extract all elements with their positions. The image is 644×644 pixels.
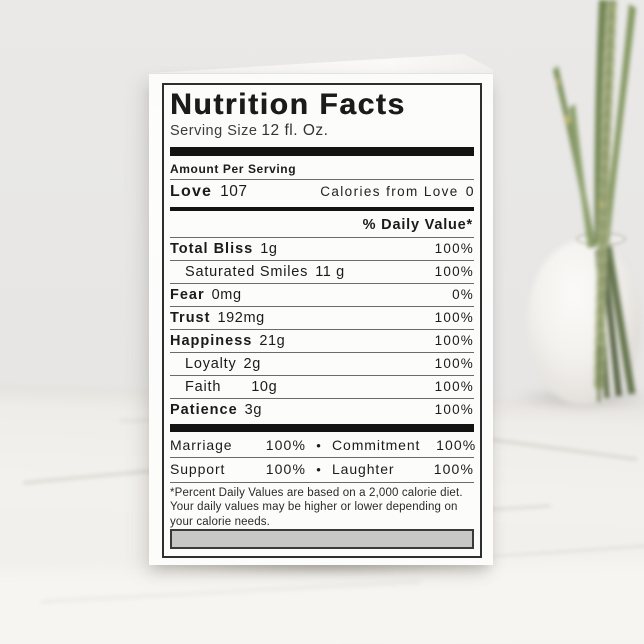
thick-separator-bar (170, 147, 474, 157)
nutrient-name: Patience (170, 402, 238, 419)
thick-separator-bar (170, 424, 474, 432)
calories-row: Love 107 Calories from Love 0 (170, 179, 474, 205)
nutrient-amount: 192mg (217, 310, 265, 327)
nutrient-daily-value: 100% (434, 402, 474, 418)
nutrient-amount: 0mg (211, 287, 242, 304)
calories-value: 107 (220, 183, 248, 201)
pair-right-value: 100% (436, 437, 477, 454)
nutrient-name: Saturated Smiles (185, 264, 309, 281)
pair-row: Support 100% • Laughter 100% (170, 456, 474, 481)
nutrition-facts-label: Nutrition Facts Serving Size 12 fl. Oz. A… (162, 83, 482, 558)
nutrient-amount: 10g (251, 379, 278, 396)
nutrient-name: Happiness (170, 333, 253, 350)
bullet-separator: • (316, 462, 322, 478)
grass-blade (602, 4, 636, 245)
nutrient-amount: 1g (260, 241, 278, 258)
pair-right-name: Laughter (332, 461, 395, 478)
nutrient-row: Patience 3g 100% (170, 398, 474, 421)
serving-size-label: Serving Size (170, 123, 258, 140)
dry-leaf-speck (564, 115, 570, 125)
dry-leaf-speck (556, 78, 560, 86)
nutrient-row: Total Bliss 1g 100% (170, 237, 474, 260)
calories-from-label: Calories from Love (320, 184, 459, 200)
nutrient-daily-value: 100% (434, 241, 474, 257)
nutrient-amount: 21g (259, 333, 286, 350)
nutrient-daily-value: 0% (452, 287, 474, 303)
bullet-separator: • (316, 438, 322, 454)
blank-gray-box (170, 529, 474, 549)
nutrient-row: Faith 10g 100% (170, 375, 474, 398)
nutrient-daily-value: 100% (434, 333, 474, 349)
nutrient-name: Faith (185, 379, 222, 396)
greeting-card: Nutrition Facts Serving Size 12 fl. Oz. A… (149, 54, 493, 565)
wheat-spike-detail (596, 0, 615, 388)
pair-row: Marriage 100% • Commitment 100% (170, 434, 477, 457)
label-title: Nutrition Facts (170, 88, 406, 121)
nutrient-name: Fear (170, 287, 205, 304)
nutrient-row: Trust 192mg 100% (170, 306, 474, 329)
nutrient-daily-value: 100% (434, 379, 474, 395)
nutrient-daily-value: 100% (434, 310, 474, 326)
daily-value-footnote: *Percent Daily Values are based on a 2,0… (170, 481, 474, 529)
pair-left-value: 100% (265, 437, 306, 454)
pair-right-name: Commitment (332, 437, 421, 454)
nutrient-row: Happiness 21g 100% (170, 329, 474, 352)
serving-size-line: Serving Size 12 fl. Oz. (170, 122, 474, 140)
calories-name: Love (170, 183, 213, 201)
nutrient-amount: 2g (243, 356, 261, 373)
pair-right-value: 100% (433, 461, 474, 478)
calories-from-value: 0 (465, 183, 474, 200)
pair-left-name: Support (170, 461, 226, 478)
plant-stems (553, 0, 636, 402)
grass-blade (553, 66, 596, 248)
amount-per-serving-heading: Amount Per Serving (170, 162, 297, 177)
card-front-panel: Nutrition Facts Serving Size 12 fl. Oz. A… (149, 73, 493, 565)
nutrient-daily-value: 100% (434, 356, 474, 372)
nutrient-name: Trust (170, 310, 211, 327)
grass-blade (594, 0, 607, 244)
nutrient-amount: 3g (244, 402, 262, 419)
nutrient-name: Loyalty (185, 356, 237, 373)
nutrient-row: Loyalty 2g 100% (170, 352, 474, 375)
nutrient-amount: 11 g (315, 264, 345, 281)
grass-blade (569, 104, 593, 248)
dry-leaf-speck (598, 201, 604, 209)
nutrient-name: Total Bliss (170, 241, 254, 258)
pair-left-name: Marriage (170, 437, 233, 454)
medium-separator-bar (170, 207, 474, 212)
daily-value-heading: % Daily Value* (362, 217, 473, 234)
stem-in-vase (604, 245, 636, 395)
nutrient-daily-value: 100% (434, 264, 474, 280)
marble-vein (40, 580, 421, 603)
nutrient-row: Saturated Smiles 11 g 100% (170, 260, 474, 283)
nutrient-row: Fear 0mg 0% (170, 283, 474, 306)
pair-left-value: 100% (265, 461, 306, 478)
serving-size-value: 12 fl. Oz. (261, 122, 329, 140)
